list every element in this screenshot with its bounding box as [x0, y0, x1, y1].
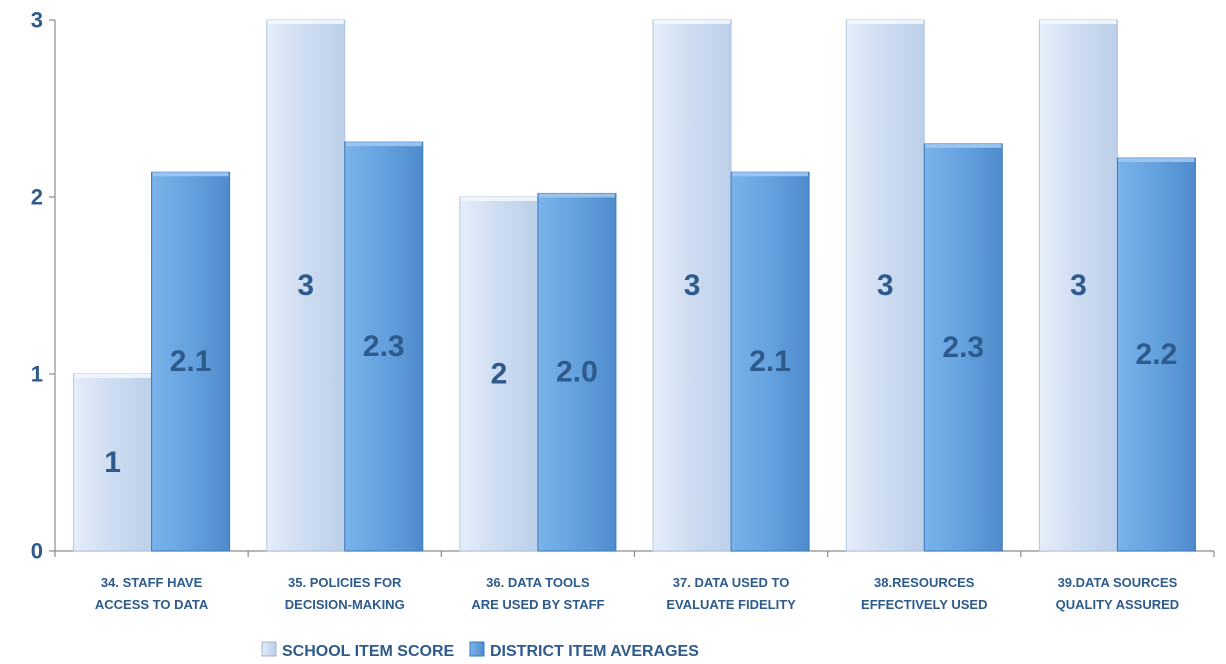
category-label: DECISION-MAKING	[285, 597, 405, 612]
school-score-bar	[73, 373, 153, 552]
bar-top-highlight	[847, 20, 924, 24]
school-score-bar	[652, 19, 732, 552]
bar-top-highlight	[732, 172, 809, 177]
district-average-bar	[923, 143, 1003, 552]
school-score-bar	[266, 19, 346, 552]
school-score-label: 3	[297, 269, 314, 302]
axes: 0 1 2 3	[31, 8, 1215, 564]
y-tick-label: 0	[31, 539, 43, 564]
legend-district-label: DISTRICT ITEM AVERAGES	[490, 643, 699, 660]
category-label: 38.RESOURCES	[874, 575, 975, 590]
bar-top-highlight	[538, 193, 615, 198]
bar-top-highlight	[925, 143, 1002, 148]
y-tick-label: 1	[31, 362, 43, 387]
bar-top-highlight	[1118, 158, 1195, 163]
school-score-label: 2	[491, 358, 508, 391]
district-average-bar	[344, 141, 424, 552]
school-score-bar	[1038, 19, 1118, 552]
legend: SCHOOL ITEM SCORE DISTRICT ITEM AVERAGES	[261, 641, 699, 660]
district-average-bar	[537, 192, 617, 552]
bar-top-highlight	[74, 374, 151, 378]
district-average-label: 2.2	[1136, 338, 1178, 371]
school-score-label: 3	[877, 269, 894, 302]
bar-top-highlight	[345, 142, 422, 147]
district-average-label: 2.3	[942, 331, 984, 364]
category-labels: 34. STAFF HAVE ACCESS TO DATA 35. POLICIES…	[95, 575, 1179, 612]
district-average-bar	[151, 171, 231, 552]
school-score-bar	[459, 196, 539, 552]
category-label: 37. DATA USED TO	[673, 575, 790, 590]
school-score-label: 1	[104, 446, 121, 479]
bar-top-highlight	[1040, 20, 1117, 24]
category-label: EVALUATE FIDELITY	[666, 597, 796, 612]
category-label: 39.DATA SOURCES	[1058, 575, 1178, 590]
district-average-label: 2.3	[363, 330, 405, 363]
category-label: QUALITY ASSURED	[1056, 597, 1180, 612]
legend-school-swatch	[261, 641, 277, 657]
category-label: ARE USED BY STAFF	[471, 597, 604, 612]
bars	[73, 19, 1196, 552]
district-average-bar	[730, 171, 810, 552]
district-average-label: 2.1	[170, 345, 212, 378]
school-score-label: 3	[1070, 269, 1087, 302]
district-average-label: 2.1	[749, 345, 791, 378]
category-label: 36. DATA TOOLS	[486, 575, 590, 590]
school-score-bar	[845, 19, 925, 552]
y-tick-label: 3	[31, 8, 43, 33]
bar-top-highlight	[267, 20, 344, 24]
district-average-bar	[1116, 157, 1196, 552]
school-score-label: 3	[684, 269, 701, 302]
legend-district-swatch	[469, 641, 485, 657]
bar-top-highlight	[654, 20, 731, 24]
category-label: ACCESS TO DATA	[95, 597, 209, 612]
category-label: EFFECTIVELY USED	[861, 597, 987, 612]
bar-top-highlight	[460, 197, 537, 201]
legend-school-label: SCHOOL ITEM SCORE	[282, 643, 454, 660]
data-labels: 1 2.1 3 2.3 2 2.0 3 2.1 3 2.3 3 2.2	[104, 269, 1177, 479]
category-label: 34. STAFF HAVE	[101, 575, 203, 590]
y-tick-label: 2	[31, 185, 43, 210]
bar-top-highlight	[152, 172, 229, 177]
category-label: 35. POLICIES FOR	[288, 575, 402, 590]
district-average-label: 2.0	[556, 356, 598, 389]
